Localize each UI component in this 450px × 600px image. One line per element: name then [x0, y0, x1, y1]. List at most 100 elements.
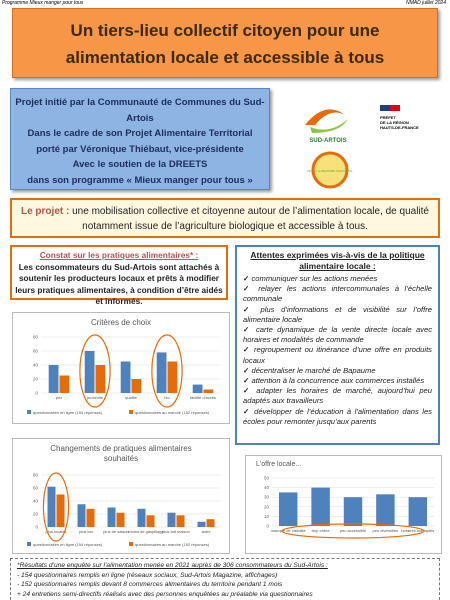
bar [47, 486, 56, 527]
y-tick-label: 80 [33, 335, 39, 340]
x-tick-label: qualité [125, 395, 138, 400]
logo-text: HAUTS-DE-FRANCE [380, 125, 419, 130]
highlight [42, 472, 70, 542]
logo-shape [310, 119, 348, 133]
attente-item: décentraliser le marché de Bapaume [243, 366, 432, 376]
attente-item: carte dynamique de la vente directe loca… [243, 325, 432, 345]
x-tick-label: facilité d'accès [190, 395, 216, 400]
header-right: NMAD juillet 2024 [405, 0, 446, 6]
bar [77, 504, 86, 527]
bar [84, 351, 95, 393]
bar [48, 365, 59, 393]
attente-item: regroupement ou itinérance d’une offre e… [243, 345, 432, 365]
chart: Changements de pratiques alimentaires sou… [12, 438, 230, 554]
x-tick-label: horaires inadaptés [401, 528, 434, 533]
chart: L'offre locale... 0 10 20 30 40 50 manque de vi… [245, 455, 442, 554]
bar [176, 515, 185, 527]
bar [376, 494, 395, 526]
x-tick-label: plus bio [79, 529, 94, 534]
bar [59, 375, 70, 393]
attente-item: développer de l’éducation à l’alimentati… [243, 407, 432, 427]
legend-label: questionnaires en ligne (154 réponses) [33, 542, 103, 547]
constat-text: Les consommateurs du Sud-Artois sont att… [15, 261, 223, 307]
x-tick-label: plus locales [46, 529, 67, 534]
chart-title: L'offre locale... [256, 461, 301, 468]
legend-label: questionnaires au marché (152 réponses) [135, 542, 210, 547]
bar [107, 507, 116, 527]
x-tick-label: peu accessible [340, 528, 367, 533]
logo-text: PROJET ALIMENTAIRE TERRITORIAL [307, 169, 353, 173]
intro-line: Projet initié par la Communauté de Commu… [15, 97, 265, 124]
constat-box: Constat sur les pratiques alimentaires* … [10, 245, 228, 306]
attentes-list: communiquer sur les actions menéesrelaye… [243, 274, 432, 427]
logo-text: DE LA RÉGION [380, 120, 409, 125]
bar [167, 512, 176, 527]
footnote: *Résultats d’une enquête sur l’alimentat… [10, 558, 440, 600]
bar [203, 389, 214, 393]
x-tick-label: plus de saison [103, 529, 129, 534]
legend-label: questionnaires au marché (152 réponses) [135, 410, 210, 415]
bar [408, 497, 428, 526]
y-tick-label: 50 [264, 476, 270, 481]
bar [343, 497, 363, 526]
flag [390, 105, 400, 111]
title: Un tiers-lieu collectif citoyen pour une… [12, 8, 438, 78]
bar [86, 508, 95, 527]
footnote-line: - 152 questionnaires remplis devant 8 co… [17, 581, 283, 588]
x-tick-label: autre [201, 529, 211, 534]
logos: SUD-ARTOIS PROJET ALIMENTAIRE TERRITORIA… [305, 105, 419, 189]
logo-text: PRÉFET [380, 115, 396, 120]
bar [56, 494, 65, 527]
intro-line: dans son programme « Mieux manger pour t… [27, 174, 253, 186]
y-tick-label: 20 [264, 504, 270, 509]
attente-item: relayer les actions intercommunales à l’… [243, 284, 432, 304]
legend-swatch [27, 410, 31, 414]
intro-box: Projet initié par la Communauté de Commu… [10, 88, 270, 190]
projet-box: Le projet : une mobilisation collective … [10, 198, 440, 238]
x-tick-label: manque de visibilité [271, 528, 307, 533]
attente-item: plus d’informations et de visibilité sur… [243, 305, 432, 325]
bar [206, 519, 215, 527]
highlight [151, 334, 183, 408]
highlight [281, 523, 425, 539]
x-tick-label: proximité [87, 395, 104, 400]
projet-text: une mobilisation collective et citoyenne… [72, 206, 429, 232]
projet-label: Le projet : [20, 206, 70, 217]
y-tick-label: 40 [264, 485, 270, 490]
y-tick-label: 0 [35, 391, 38, 396]
y-tick-label: 80 [33, 473, 39, 478]
x-tick-label: bio [164, 395, 170, 400]
intro-line: Avec le soutien de la DREETS [72, 159, 208, 170]
intro-line: Dans le cadre de son Projet Alimentaire … [27, 128, 253, 139]
y-tick-label: 0 [35, 525, 38, 530]
header-left: Programme Mieux manger pour tous [2, 0, 84, 6]
y-tick-label: 20 [33, 512, 39, 517]
y-tick-label: 20 [33, 377, 39, 382]
bar [146, 515, 155, 527]
legend-swatch [129, 542, 133, 546]
footnote-line: *Résultats d’une enquête sur l’alimentat… [17, 562, 328, 569]
chart-title: Critères de choix [91, 318, 151, 327]
attentes-title: Attentes exprimées vis-à-vis de la polit… [250, 250, 425, 271]
intro-line: porté par Véronique Thiébaut, vice-prési… [36, 143, 244, 155]
x-tick-label: trop chère [312, 528, 331, 533]
legend-swatch [27, 542, 31, 546]
logo-text: SUD-ARTOIS [309, 138, 346, 144]
bar [197, 521, 206, 527]
y-tick-label: 40 [33, 499, 39, 504]
bar [278, 492, 298, 526]
chart-title: Changements de pratiques alimentaires sou… [50, 444, 191, 463]
footnote-line: + 24 entretiens semi-directifs réalisés … [17, 590, 313, 598]
y-tick-label: 40 [33, 363, 39, 368]
y-tick-label: 30 [264, 495, 270, 500]
bar [167, 361, 178, 393]
y-tick-label: 60 [33, 486, 39, 491]
flag [380, 105, 390, 111]
attente-item: adapter les horaires de marché, aujourd’… [243, 386, 432, 406]
x-tick-label: peu diversifiée [373, 528, 400, 533]
logo-shape [305, 109, 345, 125]
bar [116, 512, 125, 527]
legend-label: questionnaires en ligne (154 réponses) [33, 410, 103, 415]
bar [192, 384, 203, 393]
x-tick-label: plus fait maison [162, 529, 190, 534]
